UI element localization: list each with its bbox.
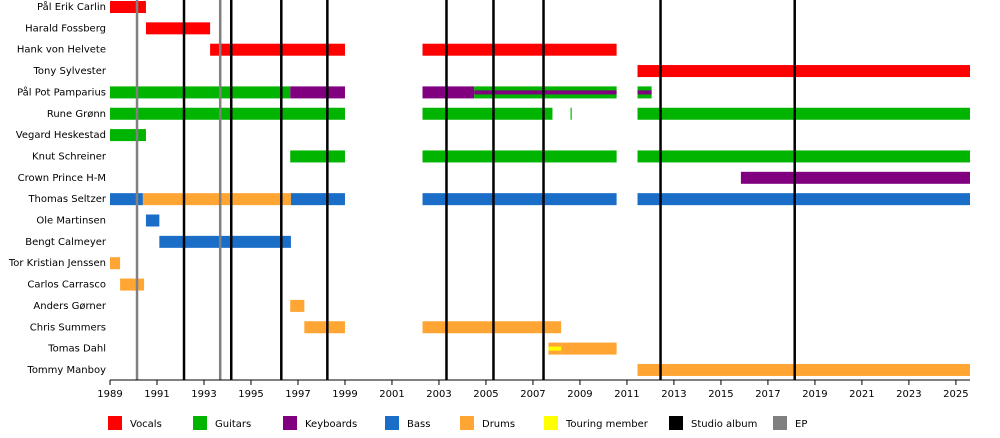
member-name: Anders Gørner [33,301,106,312]
x-tick-label: 1993 [191,389,216,400]
member-bar [110,257,121,270]
member-name: Chris Summers [30,322,106,333]
member-bar [740,171,970,184]
member-bar-stripe [548,346,562,351]
x-tick-label: 2003 [426,389,451,400]
member-name: Vegard Heskestad [16,130,106,141]
x-tick-label: 2015 [708,389,733,400]
member-name: Tommy Manboy [26,365,106,376]
member-name: Pål Pot Pamparius [17,85,106,98]
legend-label: Bass [407,419,430,430]
legend-swatch [108,416,122,430]
member-bar [145,22,211,35]
legend-label: Vocals [130,419,162,430]
legend-swatch [773,416,787,430]
x-tick-label: 2025 [943,389,968,400]
member-bar [290,299,305,312]
x-tick-label: 2017 [755,389,780,400]
member-name: Rune Grønn [47,109,106,120]
legend-swatch [193,416,207,430]
x-tick-label: 1997 [285,389,310,400]
member-bar [561,342,617,355]
member-name: Tomas Dahl [47,344,106,355]
member-name: Knut Schreiner [32,151,107,162]
x-tick-label: 1995 [238,389,263,400]
legend-label: Keyboards [305,419,357,430]
x-tick-label: 2019 [802,389,827,400]
member-bar [290,150,345,163]
legend-swatch [385,416,399,430]
member-bar [422,193,617,206]
member-bar [304,321,345,334]
member-bar-stripe [637,90,652,95]
member-name: Tony Sylvester [33,66,107,77]
member-bar [422,321,562,334]
member-name: Bengt Calmeyer [25,237,107,248]
member-bar [637,107,970,120]
x-tick-label: 2013 [661,389,686,400]
member-bar [110,1,146,13]
legend-label: Drums [482,419,515,430]
legend-label: Touring member [565,419,649,430]
legend-swatch [460,416,474,430]
member-bar [570,107,572,120]
x-tick-label: 1999 [332,389,357,400]
member-bar [110,129,146,142]
legend-swatch [544,416,558,430]
x-tick-label: 1991 [144,389,169,400]
legend-label: Guitars [215,419,251,430]
member-bar [637,193,970,206]
legend-label: EP [795,419,807,430]
member-bar [290,86,345,99]
x-tick-label: 2009 [567,389,592,400]
member-bar [422,107,553,120]
member-bar [110,193,143,206]
x-tick-label: 2021 [849,389,874,400]
member-bar [159,235,291,248]
member-bar [142,193,291,206]
member-bar [210,43,345,56]
member-bar [110,107,345,120]
legend-swatch [669,416,683,430]
member-name: Hank von Helvete [17,45,106,56]
member-bar-stripe [474,90,617,95]
member-bar [422,150,617,163]
member-bar [637,363,970,376]
member-name: Harald Fossberg [25,23,106,34]
x-tick-label: 2007 [520,389,545,400]
member-name: Ole Martinsen [36,216,106,227]
member-name: Tor Kristian Jenssen [8,258,106,269]
member-bar [637,150,970,163]
x-tick-label: 2001 [379,389,404,400]
member-bar [120,278,145,291]
member-bar [110,86,291,99]
member-bar [422,43,617,56]
x-tick-label: 1989 [97,389,122,400]
x-tick-label: 2005 [473,389,498,400]
x-tick-label: 2023 [896,389,921,400]
member-bar [422,86,475,99]
member-name: Crown Prince H-M [18,173,106,184]
member-bar [290,193,345,206]
legend-label: Studio album [691,419,757,430]
member-bar [145,214,160,227]
x-tick-label: 2011 [614,389,639,400]
member-name: Carlos Carrasco [27,280,106,291]
member-bar [637,65,970,78]
legend-swatch [283,416,297,430]
member-name: Pål Erik Carlin [37,0,106,13]
member-name: Thomas Seltzer [27,194,106,205]
